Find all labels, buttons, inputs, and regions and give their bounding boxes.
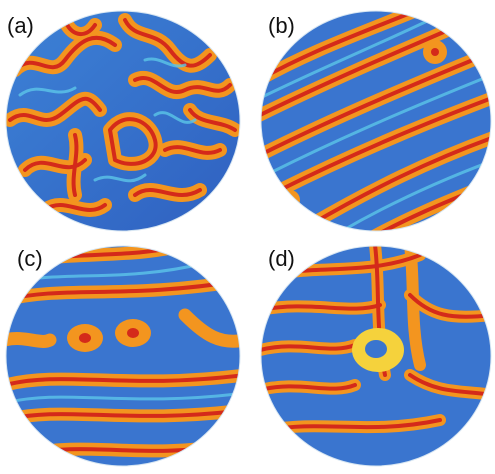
panel-d: (d) xyxy=(260,245,492,467)
pattern-disc-c xyxy=(5,245,241,467)
pattern-disc-d xyxy=(260,245,492,467)
pattern-disc-b xyxy=(260,10,492,232)
panel-label: (d) xyxy=(268,246,295,271)
panel-label: (b) xyxy=(268,13,295,38)
panel-label: (a) xyxy=(7,13,34,38)
panel-c: (c) xyxy=(5,245,242,467)
panel-b: (b) xyxy=(260,10,492,232)
pattern-disc-a xyxy=(5,10,241,232)
panel-a: (a) xyxy=(5,10,242,232)
panel-label: (c) xyxy=(17,246,43,271)
